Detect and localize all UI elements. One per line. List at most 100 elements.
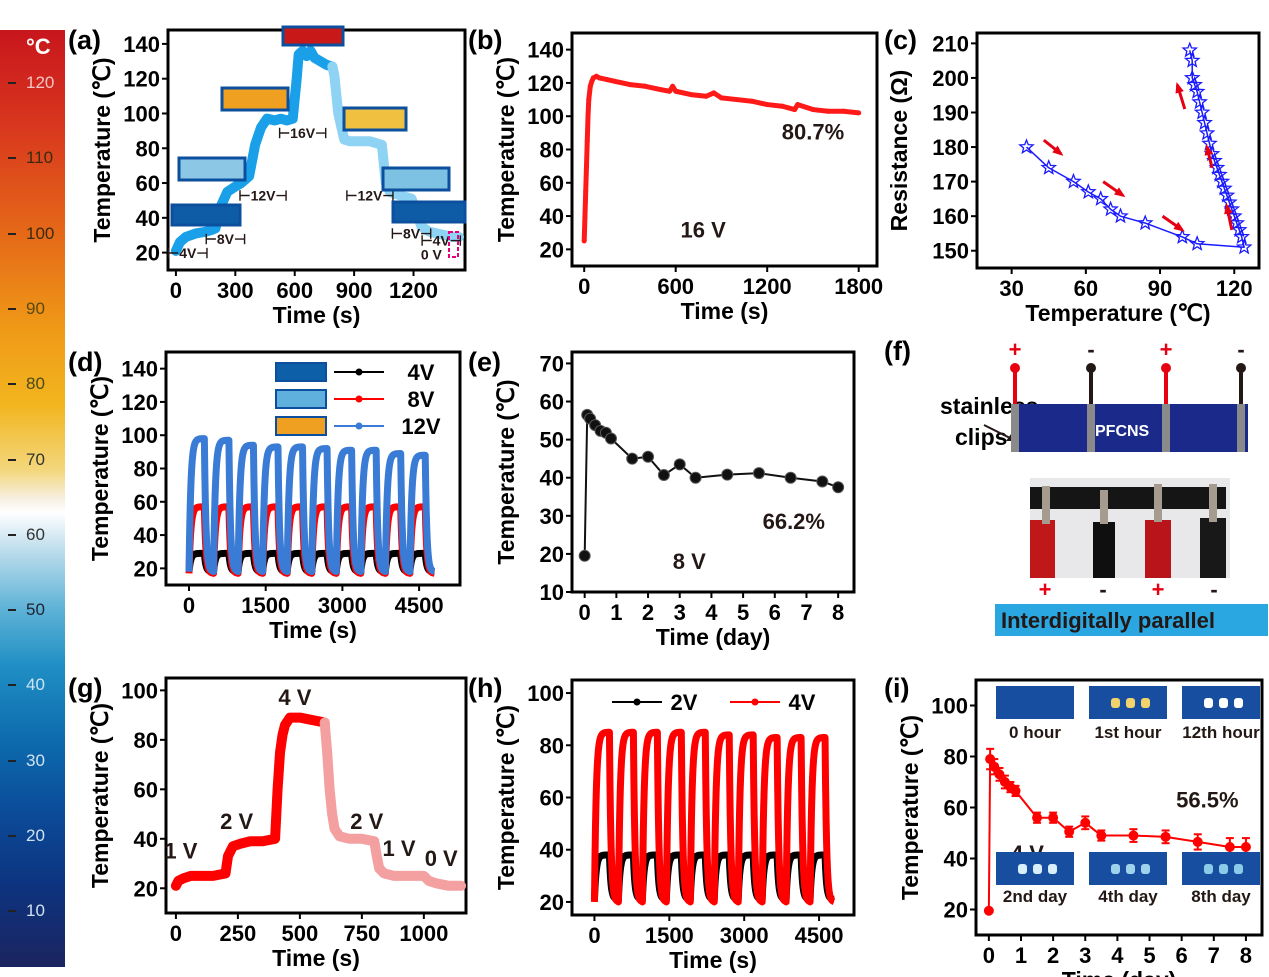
y-tick-label: 20 xyxy=(540,237,564,262)
panel-label-e: (e) xyxy=(468,347,501,377)
data-point xyxy=(642,83,648,89)
data-point xyxy=(810,107,816,113)
y-tick-label: 40 xyxy=(134,827,158,852)
y-tick-label: 60 xyxy=(540,390,564,415)
x-axis-title: Time (s) xyxy=(273,302,361,328)
y-tick-label: 60 xyxy=(134,490,158,515)
plot-frame xyxy=(975,31,1261,270)
panel-label-c: (c) xyxy=(884,25,917,55)
x-tick-label: 7 xyxy=(800,600,812,625)
panel-label-g: (g) xyxy=(68,673,102,703)
data-point xyxy=(1235,238,1253,255)
data-point xyxy=(583,188,589,194)
data-point xyxy=(1065,172,1082,189)
hot-spot xyxy=(1018,864,1027,874)
x-tick-label: 2 xyxy=(642,600,654,625)
data-point xyxy=(657,469,670,482)
caption-text: Interdigitally parallel xyxy=(1001,608,1215,633)
data-point xyxy=(1181,41,1199,58)
y-tick-label: 40 xyxy=(540,204,564,229)
y-tick-label: 140 xyxy=(527,38,564,63)
hot-spot xyxy=(1126,864,1135,874)
series-line-8V xyxy=(583,413,839,556)
plot-frame xyxy=(164,676,468,915)
data-point xyxy=(688,92,694,98)
colorbar-tick xyxy=(8,458,16,461)
inset-caption: 1st hour xyxy=(1094,723,1161,742)
series-line-12V xyxy=(185,435,438,576)
annotation: 80.7% xyxy=(782,120,844,145)
y-tick-label: 20 xyxy=(540,890,564,915)
hot-spot xyxy=(1033,864,1042,874)
x-tick-label: 1200 xyxy=(389,278,438,303)
inset-caption: 12th hour xyxy=(1182,723,1260,742)
arrow-head-icon xyxy=(1175,81,1184,94)
y-tick-label: 80 xyxy=(540,138,564,163)
hot-spot xyxy=(1048,864,1057,874)
annotation: 8 V xyxy=(673,549,706,574)
thermal-thumbnail xyxy=(275,416,327,436)
data-point xyxy=(792,107,798,113)
data-point xyxy=(1079,183,1097,200)
thermal-thumbnail xyxy=(275,362,327,382)
data-point xyxy=(627,82,633,88)
thermal-image-inset xyxy=(996,686,1074,719)
data-point xyxy=(673,458,686,471)
data-point xyxy=(1136,214,1154,231)
y-tick-label: 100 xyxy=(121,423,158,448)
y-tick-label: 210 xyxy=(932,31,969,56)
x-tick-label: 3000 xyxy=(720,923,769,948)
x-tick-label: 1 xyxy=(1015,943,1027,968)
annotation: ⊢4V⊣ xyxy=(167,245,209,261)
y-tick-label: 20 xyxy=(134,876,158,901)
data-point xyxy=(689,471,702,484)
plot-area xyxy=(578,408,845,562)
annotation: 2 V xyxy=(350,809,383,834)
annotation: ⊢8V⊣ xyxy=(205,231,247,247)
legend-marker xyxy=(355,422,363,430)
data-point xyxy=(582,213,588,219)
data-point xyxy=(1018,138,1035,155)
x-tick-label: 60 xyxy=(1074,276,1098,301)
y-tick-label: 60 xyxy=(540,786,564,811)
plot-area xyxy=(1018,41,1253,255)
panel-label-d: (d) xyxy=(68,347,102,377)
annotation: 2 V xyxy=(220,809,253,834)
y-tick-label: 100 xyxy=(931,694,968,719)
x-tick-label: 300 xyxy=(217,278,254,303)
y-tick-label: 20 xyxy=(944,898,968,923)
hot-spot xyxy=(1111,698,1120,708)
data-point xyxy=(752,467,765,480)
y-tick-label: 50 xyxy=(540,428,564,453)
y-tick-label: 100 xyxy=(527,681,564,706)
annotation: ⊢4V⊣ xyxy=(420,233,462,249)
data-point xyxy=(1188,235,1206,251)
y-tick-label: 80 xyxy=(944,745,968,770)
panel-label-b: (b) xyxy=(468,25,502,55)
hot-spot xyxy=(1141,698,1150,708)
y-tick-label: 150 xyxy=(932,239,969,264)
thermal-image-inset xyxy=(342,106,408,132)
polarity-sign: + xyxy=(1009,337,1022,362)
x-tick-label: 4500 xyxy=(395,593,444,618)
hot-spot xyxy=(1204,698,1213,708)
annotation: ⊢16V⊣ xyxy=(278,125,327,141)
polarity-sign: - xyxy=(1237,337,1244,362)
data-point xyxy=(1112,207,1129,224)
x-tick-label: 600 xyxy=(657,274,694,299)
legend: 2V 4V xyxy=(612,690,816,715)
y-tick-label: 100 xyxy=(121,678,158,703)
electrode-terminal xyxy=(1086,363,1096,373)
data-point xyxy=(604,432,617,445)
annotation: 16 V xyxy=(681,218,727,243)
colorbar-label: 20 xyxy=(26,826,45,845)
data-point xyxy=(983,905,994,916)
data-point xyxy=(840,108,846,114)
polarity-sign: + xyxy=(1160,337,1173,362)
annotation: 1 V xyxy=(164,839,197,864)
thermal-image-inset xyxy=(391,200,467,224)
colorbar-label: 100 xyxy=(26,223,55,243)
data-point xyxy=(626,452,639,465)
electrode-terminal xyxy=(1236,363,1246,373)
